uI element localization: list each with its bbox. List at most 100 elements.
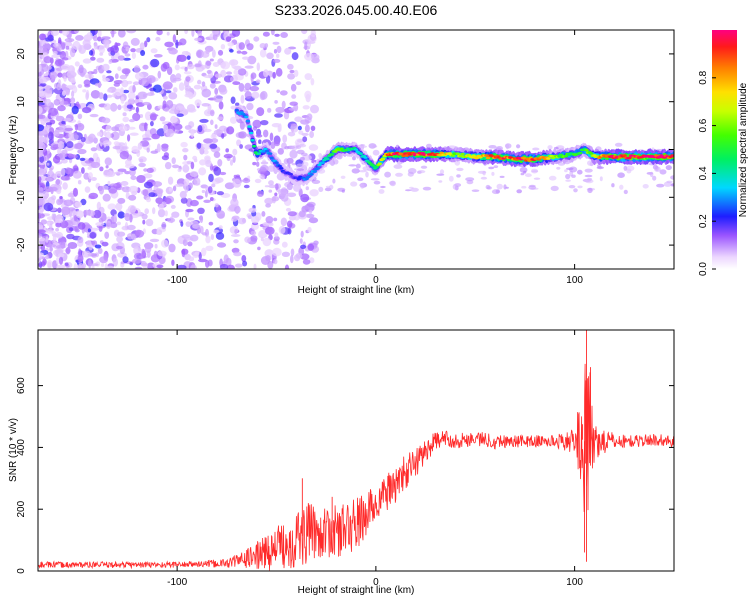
noise-blob xyxy=(292,52,299,60)
noise-blob xyxy=(150,239,159,242)
noise-blob xyxy=(135,230,144,238)
noise-blob xyxy=(80,158,86,161)
noise-blob xyxy=(266,53,274,60)
noise-blob xyxy=(103,93,107,100)
noise-blob xyxy=(158,71,162,79)
noise-blob xyxy=(308,244,315,251)
noise-blob xyxy=(55,232,63,239)
noise-blob xyxy=(153,85,162,93)
noise-blob xyxy=(99,92,104,99)
noise-blob xyxy=(569,185,576,188)
noise-blob xyxy=(666,165,672,170)
noise-blob xyxy=(310,105,319,114)
noise-blob xyxy=(380,186,386,188)
noise-blob xyxy=(155,188,163,194)
noise-blob xyxy=(111,126,119,131)
noise-blob xyxy=(211,234,214,240)
noise-blob xyxy=(261,211,265,217)
noise-blob xyxy=(188,177,192,181)
noise-blob xyxy=(65,38,75,42)
noise-blob xyxy=(265,43,269,48)
noise-blob xyxy=(217,116,223,120)
signal-trace-segment xyxy=(235,109,239,112)
noise-blob xyxy=(281,187,287,193)
noise-blob xyxy=(169,187,172,192)
noise-blob xyxy=(178,169,182,173)
noise-blob xyxy=(73,131,77,134)
noise-blob xyxy=(150,59,159,67)
noise-blob xyxy=(276,68,283,77)
noise-blob xyxy=(534,178,540,180)
noise-blob xyxy=(66,46,70,50)
noise-blob xyxy=(564,169,568,172)
noise-blob xyxy=(528,186,536,190)
snr-panel: -100 0 100 0200400600 Height of straight l… xyxy=(8,330,674,596)
noise-blob xyxy=(129,119,135,122)
noise-blob xyxy=(252,162,256,165)
noise-blob xyxy=(176,106,185,111)
noise-blob xyxy=(276,54,279,59)
noise-blob xyxy=(227,265,235,272)
signal-trace-segment xyxy=(316,167,320,170)
noise-blob xyxy=(197,50,202,57)
signal-trace-segment xyxy=(578,152,582,155)
noise-blob xyxy=(119,123,124,127)
noise-blob xyxy=(130,206,136,214)
noise-blob xyxy=(182,148,188,152)
noise-blob xyxy=(303,105,310,109)
noise-blob xyxy=(88,259,92,268)
noise-blob xyxy=(551,186,559,191)
noise-blob xyxy=(39,222,43,225)
noise-blob xyxy=(259,174,265,179)
noise-blob xyxy=(58,253,64,257)
noise-blob xyxy=(175,184,185,188)
noise-blob xyxy=(255,179,262,183)
noise-blob xyxy=(217,242,226,247)
noise-blob xyxy=(300,119,310,124)
noise-blob xyxy=(56,116,65,122)
noise-blob xyxy=(136,107,139,113)
noise-blob xyxy=(77,149,86,154)
noise-blob xyxy=(199,119,208,123)
noise-blob xyxy=(48,108,58,116)
noise-blob xyxy=(556,167,560,170)
noise-blob xyxy=(131,38,140,46)
noise-blob xyxy=(217,191,224,195)
noise-blob xyxy=(66,141,73,148)
noise-blob xyxy=(597,166,604,169)
noise-blob xyxy=(274,232,278,237)
noise-blob xyxy=(185,209,193,212)
noise-blob xyxy=(61,64,70,70)
noise-blob xyxy=(163,96,168,100)
noise-blob xyxy=(152,181,162,187)
noise-blob xyxy=(146,219,154,227)
noise-blob xyxy=(311,78,315,85)
noise-blob xyxy=(147,147,150,152)
noise-blob xyxy=(97,132,102,137)
noise-blob xyxy=(284,48,291,55)
noise-blob xyxy=(251,216,260,224)
noise-blob xyxy=(198,125,203,132)
noise-blob xyxy=(72,106,79,115)
noise-blob xyxy=(114,141,120,145)
noise-blob xyxy=(265,185,269,187)
colorbar-tick-label: 0.8 xyxy=(698,70,709,84)
noise-blob xyxy=(154,54,163,58)
noise-blob xyxy=(205,246,213,251)
noise-blob xyxy=(215,124,218,129)
noise-blob xyxy=(288,228,292,235)
noise-blob xyxy=(156,230,159,235)
noise-blob xyxy=(225,148,229,152)
noise-blob xyxy=(82,89,86,92)
signal-trace-segment xyxy=(247,125,251,128)
noise-blob xyxy=(66,85,76,88)
noise-blob xyxy=(114,83,120,87)
noise-blob xyxy=(185,76,190,82)
x-tick-label: 100 xyxy=(566,577,583,588)
noise-blob xyxy=(238,218,246,225)
noise-blob xyxy=(332,179,335,184)
noise-blob xyxy=(229,49,234,53)
noise-blob xyxy=(102,118,111,124)
noise-blob xyxy=(294,168,299,170)
noise-blob xyxy=(270,133,274,142)
